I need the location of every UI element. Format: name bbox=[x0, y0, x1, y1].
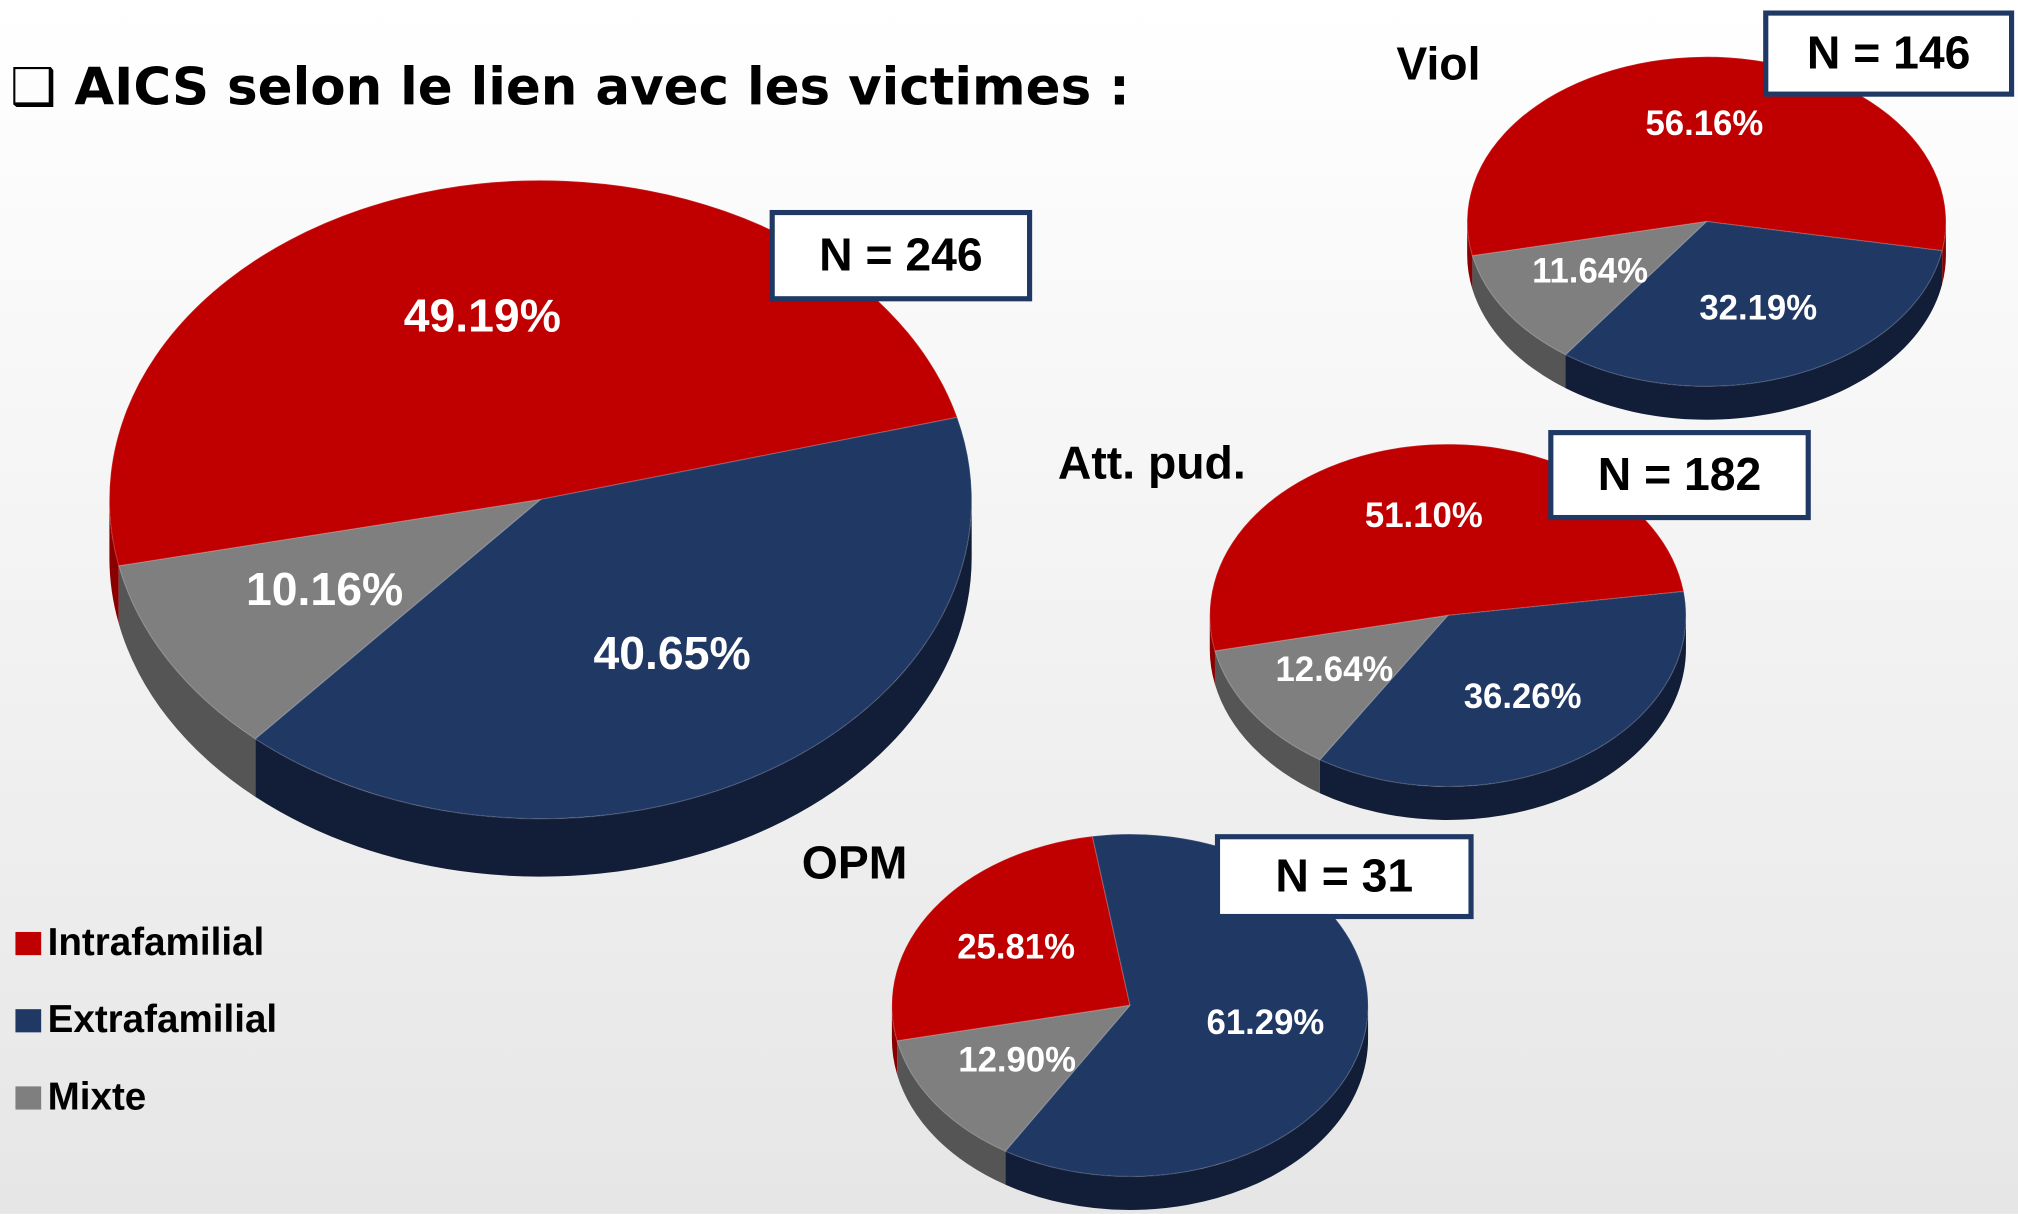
pie-slice bbox=[896, 1004, 1132, 1152]
pie-slice bbox=[1471, 220, 1709, 356]
n-box bbox=[769, 209, 1033, 302]
pie-side bbox=[891, 1005, 898, 1075]
n-label: N = 146 bbox=[1807, 26, 1971, 78]
slice-label: 36.26% bbox=[1464, 678, 1582, 716]
pie-side bbox=[1214, 650, 1320, 794]
n-label: N = 246 bbox=[819, 228, 983, 280]
legend-swatch bbox=[15, 1009, 42, 1033]
legend-swatch bbox=[15, 1086, 42, 1110]
pie-slice bbox=[1466, 56, 1947, 257]
slice-label: 25.81% bbox=[957, 928, 1075, 966]
slice-label: 32.19% bbox=[1699, 289, 1817, 327]
n-label: N = 182 bbox=[1598, 448, 1762, 500]
slice-label: 51.10% bbox=[1365, 497, 1483, 535]
pie-side bbox=[255, 499, 972, 877]
pie-side bbox=[1319, 615, 1686, 820]
n-box bbox=[1763, 10, 2015, 97]
pie-slice bbox=[891, 835, 1131, 1042]
slice-label: 12.64% bbox=[1275, 651, 1393, 689]
slice-label: 12.90% bbox=[958, 1042, 1076, 1080]
pie-slice bbox=[1564, 220, 1943, 387]
slide-title: ❑ AICS selon le lien avec les victimes : bbox=[10, 57, 1129, 117]
slice-label: 49.19% bbox=[404, 290, 561, 342]
pie-title: OPM bbox=[802, 837, 908, 889]
pie-side bbox=[118, 565, 256, 797]
legend-label: Intrafamilial bbox=[48, 921, 265, 964]
pie-slice bbox=[254, 416, 973, 820]
pie-slice bbox=[117, 498, 543, 740]
slice-label: 10.16% bbox=[246, 563, 403, 615]
n-label: N = 31 bbox=[1275, 849, 1413, 901]
legend-swatch bbox=[15, 931, 42, 956]
pie-side bbox=[1565, 250, 1943, 420]
pie-title: Viol bbox=[1396, 37, 1480, 89]
slice-label: 56.16% bbox=[1645, 105, 1763, 143]
legend-label: Extrafamilial bbox=[48, 998, 278, 1041]
legend-label: Mixte bbox=[48, 1075, 147, 1118]
pie-side bbox=[109, 499, 119, 624]
pie-slice bbox=[1318, 590, 1687, 788]
pie-side bbox=[1209, 615, 1215, 685]
pie-side bbox=[1005, 1005, 1369, 1210]
n-box bbox=[1548, 430, 1811, 521]
pie-side bbox=[1942, 221, 1946, 285]
slice-label: 40.65% bbox=[594, 627, 751, 679]
pie-side bbox=[1467, 221, 1473, 290]
pie-side bbox=[1472, 255, 1566, 389]
slice-label: 61.29% bbox=[1207, 1004, 1325, 1042]
pie-title: Att. pud. bbox=[1058, 436, 1246, 488]
n-box bbox=[1214, 834, 1474, 920]
slice-label: 11.64% bbox=[1532, 253, 1648, 291]
pie-side bbox=[897, 1040, 1006, 1185]
pie-slice bbox=[1214, 614, 1450, 761]
